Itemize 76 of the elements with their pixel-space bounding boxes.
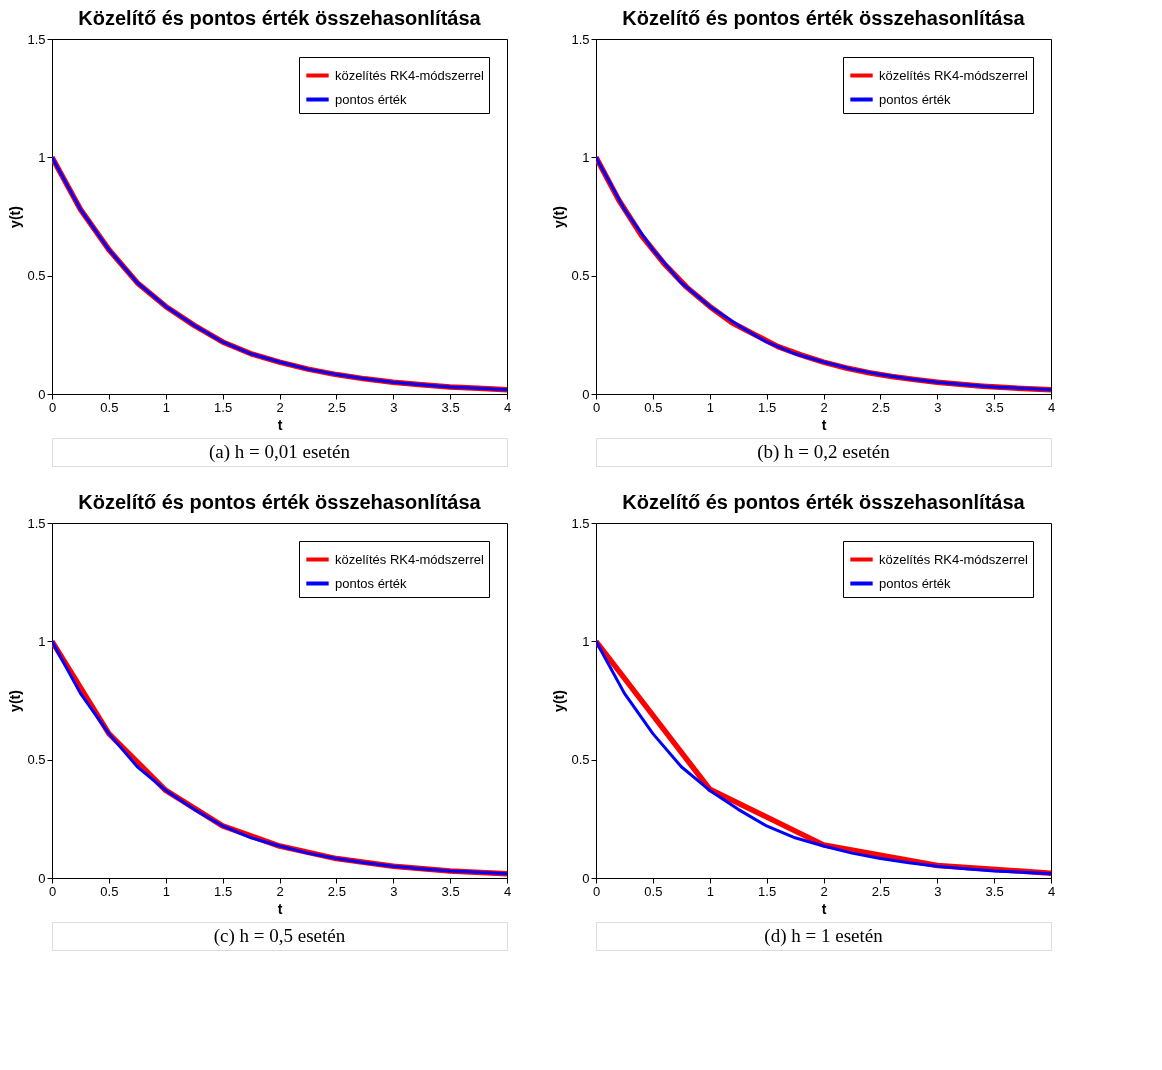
legend-label: pontos érték — [879, 575, 952, 591]
y-tick-label: 1 — [38, 633, 46, 649]
y-tick-label: 0 — [38, 386, 46, 402]
text: (b) h = 0,2 esetén — [757, 441, 891, 463]
y-axis-title: y(t) — [7, 206, 24, 228]
y-axis-title: y(t) — [7, 690, 24, 712]
chart-title: Közelítő és pontos érték összehasonlítása — [622, 491, 1026, 513]
x-tick-label: 1 — [162, 883, 170, 899]
x-tick-label: 3.5 — [985, 883, 1004, 899]
x-tick-label: 1.5 — [214, 399, 233, 415]
x-tick-label: 1 — [706, 883, 714, 899]
y-tick-label: 1.5 — [27, 515, 46, 531]
y-tick-label: 0 — [38, 870, 46, 886]
y-tick-label: 0.5 — [27, 268, 46, 284]
x-tick-label: 2.5 — [327, 883, 346, 899]
x-tick-label: 4 — [503, 399, 512, 415]
x-tick-label: 3 — [934, 399, 942, 415]
legend-label: közelítés RK4-módszerrel — [335, 551, 484, 567]
x-tick-label: 0.5 — [100, 399, 119, 415]
x-tick-label: 1.5 — [214, 883, 233, 899]
x-tick-label: 0 — [592, 883, 601, 899]
x-tick-label: 1.5 — [758, 883, 777, 899]
text: (a) h = 0,01 esetén — [208, 441, 351, 463]
x-tick-label: 2 — [276, 883, 284, 899]
legend-label: pontos érték — [335, 575, 408, 591]
y-axis-title: y(t) — [551, 690, 568, 712]
x-tick-label: 3 — [390, 399, 398, 415]
y-tick-label: 1 — [582, 149, 590, 165]
y-tick-label: 0 — [582, 386, 590, 402]
x-axis-title: t — [277, 900, 283, 917]
x-axis-title: t — [821, 900, 827, 917]
x-axis-title: t — [277, 416, 283, 433]
x-tick-label: 3.5 — [441, 883, 460, 899]
x-tick-label: 1 — [706, 399, 714, 415]
x-tick-label: 4 — [503, 883, 512, 899]
x-tick-label: 0.5 — [644, 399, 663, 415]
y-tick-label: 0 — [582, 870, 590, 886]
x-tick-label: 4 — [1047, 883, 1056, 899]
y-tick-label: 0.5 — [571, 268, 590, 284]
x-axis-title: t — [821, 416, 827, 433]
x-tick-label: 2.5 — [327, 399, 346, 415]
y-tick-label: 1 — [38, 149, 46, 165]
x-tick-label: 0.5 — [100, 883, 119, 899]
legend-label: közelítés RK4-módszerrel — [879, 67, 1028, 83]
x-tick-label: 2.5 — [871, 883, 890, 899]
x-tick-label: 2 — [820, 399, 828, 415]
text: (d) h = 1 esetén — [764, 925, 884, 947]
x-tick-label: 3 — [934, 883, 942, 899]
x-tick-label: 0 — [48, 399, 57, 415]
x-tick-label: 3.5 — [985, 399, 1004, 415]
y-tick-label: 1.5 — [571, 515, 590, 531]
legend-label: közelítés RK4-módszerrel — [335, 67, 484, 83]
y-tick-label: 1 — [582, 633, 590, 649]
legend-label: pontos érték — [335, 91, 408, 107]
x-tick-label: 0 — [592, 399, 601, 415]
legend-label: pontos érték — [879, 91, 952, 107]
chart-title: Közelítő és pontos érték összehasonlítása — [622, 7, 1026, 29]
y-axis-title: y(t) — [551, 206, 568, 228]
legend-label: közelítés RK4-módszerrel — [879, 551, 1028, 567]
chart-title: Közelítő és pontos érték összehasonlítása — [78, 7, 482, 29]
x-tick-label: 3 — [390, 883, 398, 899]
text: (c) h = 0,5 esetén — [213, 925, 346, 947]
y-tick-label: 0.5 — [27, 752, 46, 768]
x-tick-label: 2 — [820, 883, 828, 899]
y-tick-label: 1.5 — [27, 31, 46, 47]
x-tick-label: 2.5 — [871, 399, 890, 415]
x-tick-label: 2 — [276, 399, 284, 415]
x-tick-label: 3.5 — [441, 399, 460, 415]
x-tick-label: 0.5 — [644, 883, 663, 899]
y-tick-label: 1.5 — [571, 31, 590, 47]
y-tick-label: 0.5 — [571, 752, 590, 768]
x-tick-label: 4 — [1047, 399, 1056, 415]
x-tick-label: 0 — [48, 883, 57, 899]
x-tick-label: 1 — [162, 399, 170, 415]
x-tick-label: 1.5 — [758, 399, 777, 415]
chart-title: Közelítő és pontos érték összehasonlítása — [78, 491, 482, 513]
